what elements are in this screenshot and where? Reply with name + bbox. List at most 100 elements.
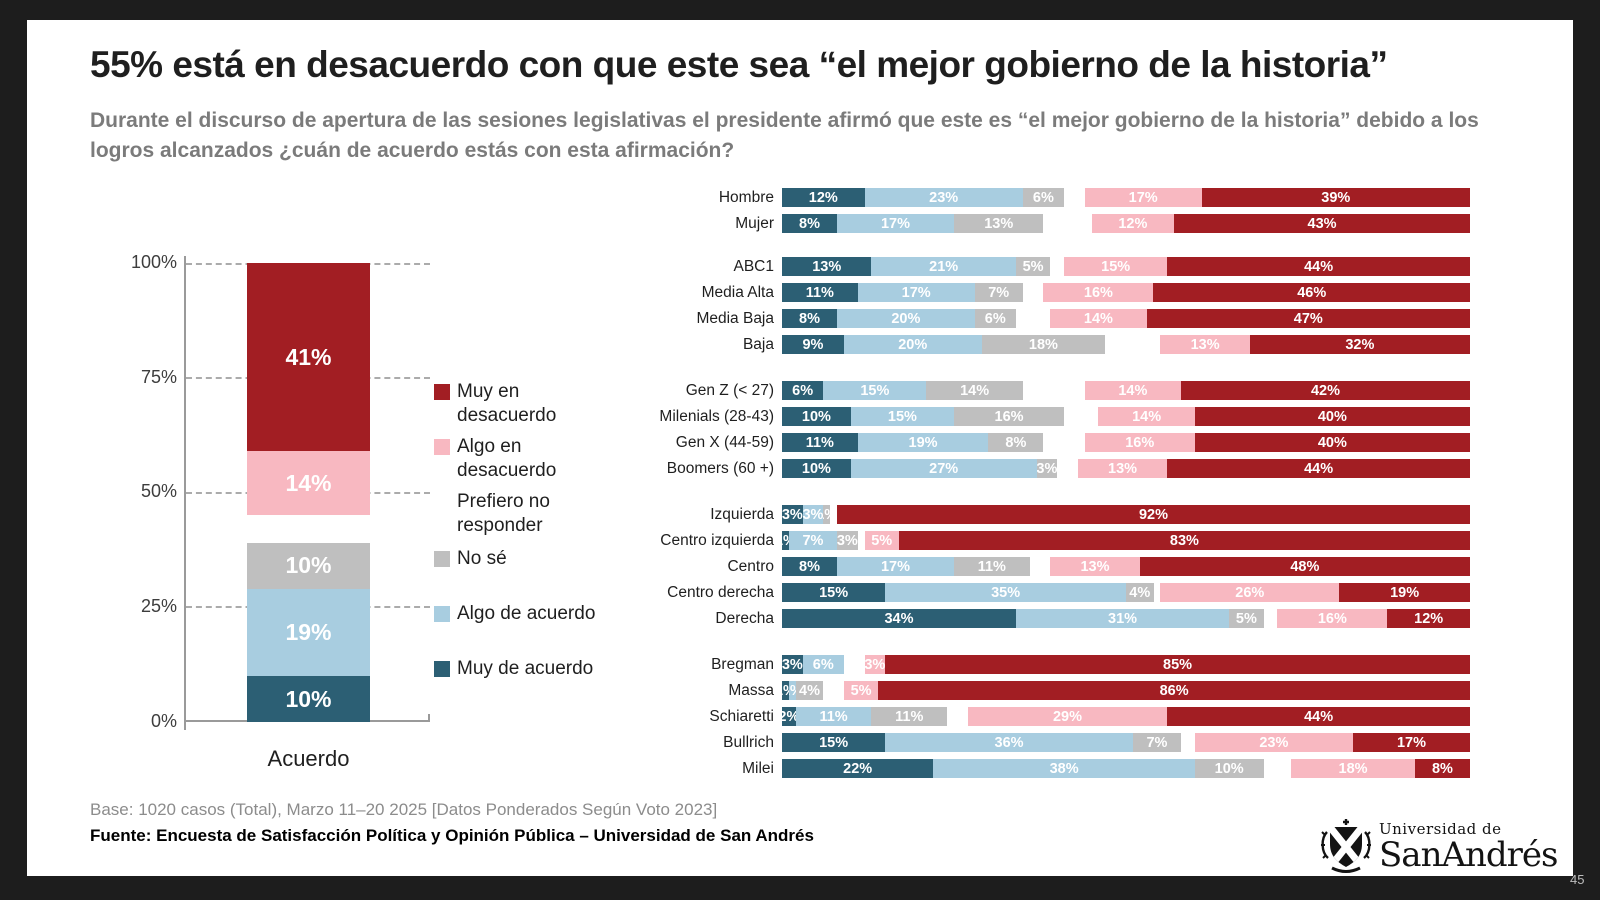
segment-algo-de-acuerdo: 20% <box>843 335 982 354</box>
segment-muy-en-desacuerdo: 32% <box>1249 335 1470 354</box>
segment-value: 11% <box>819 708 848 725</box>
row-hombre: Hombre 12% 23% 6% 17% 39% <box>627 188 1478 207</box>
segment-prefiero-no-responder <box>1064 188 1085 207</box>
university-logo-text: Universidad de SanAndrés <box>1379 820 1558 872</box>
segment-value: 12% <box>1118 215 1148 232</box>
segment-value: 11% <box>977 558 1006 575</box>
group-generacion: Gen Z (< 27) 6% 15% 14% 14% 42% Milenials (28-… <box>627 381 1478 478</box>
segment-muy-en-desacuerdo: 44% <box>1167 459 1470 478</box>
segment-value: 7% <box>988 284 1010 301</box>
ytick-100: 100% <box>130 252 177 272</box>
legend-item-algo-de-acuerdo: Algo de acuerdo <box>434 602 595 626</box>
segment-value: 85% <box>1163 656 1193 673</box>
row-boomers-60: Boomers (60 +) 10% 27% 3% 13% 44% <box>627 459 1478 478</box>
row-media-alta: Media Alta 11% 17% 7% 16% 46% <box>627 283 1478 302</box>
segment-value: 44% <box>1304 258 1334 275</box>
segment-value: 16% <box>1125 434 1155 451</box>
row-label: Media Alta <box>701 283 774 301</box>
segment-value: 17% <box>1128 189 1158 206</box>
segment-prefiero-no-responder <box>947 707 968 726</box>
legend-label: Prefiero no responder <box>457 491 550 536</box>
segment-value: 92% <box>1138 506 1168 523</box>
segment-muy-en-desacuerdo: 12% <box>1387 609 1470 628</box>
row-bar: 34% 31% 5% 16% 12% <box>782 609 1470 628</box>
segment-value: 14% <box>1132 408 1162 425</box>
segment-value: 38% <box>1049 760 1079 777</box>
segment-algo-en-desacuerdo: 23% <box>1194 733 1353 752</box>
segment-prefiero-no-responder <box>1029 557 1051 576</box>
segment-value: 6% <box>792 382 814 399</box>
segment-value: 1% <box>789 683 796 699</box>
segment-value: 10% <box>1214 760 1244 777</box>
segment-no-se: 7% <box>974 283 1023 302</box>
segment-prefiero-no-responder <box>1153 583 1161 602</box>
row-bar: 13% 21% 5% 15% 44% <box>782 257 1470 276</box>
row-label: Milenials (28-43) <box>659 407 774 425</box>
logo-line1: Universidad de <box>1379 820 1502 838</box>
segment-prefiero-no-responder <box>823 681 844 700</box>
segment-muy-en-desacuerdo: 83% <box>898 531 1470 550</box>
segment-no-se: 6% <box>1022 188 1065 207</box>
legend-label: Muy en desacuerdo <box>457 381 557 426</box>
row-milenials-28-43: Milenials (28-43) 10% 15% 16% 14% 40% <box>627 407 1478 426</box>
row-bar: 10% 27% 3% 13% 44% <box>782 459 1470 478</box>
segment-muy-de-acuerdo: 8% <box>782 309 838 328</box>
segment-value: 17% <box>880 215 911 232</box>
segment-no-se: 13% <box>953 214 1044 233</box>
segment-muy-en-desacuerdo: 47% <box>1146 309 1470 328</box>
segment-value: 3% <box>864 656 886 673</box>
row-label: Milei <box>742 759 774 777</box>
segment-value: 11% <box>805 284 834 301</box>
segment-value: 3% <box>782 656 803 673</box>
group-nivel-socioeconomico: ABC1 13% 21% 5% 15% 44% Media Alta 11% 17% 7% 16% 4… <box>627 257 1478 354</box>
segment-algo-de-acuerdo: 20% <box>837 309 975 328</box>
segment-algo-de-acuerdo: 38% <box>933 759 1195 778</box>
segment-prefiero-no-responder <box>1022 283 1044 302</box>
slide: 55% está en desacuerdo con que este sea … <box>27 20 1573 876</box>
legend-label: Muy de acuerdo <box>457 658 594 679</box>
row-centro: Centro 8% 17% 11% 13% 48% <box>627 557 1478 576</box>
segment-value: 9% <box>802 336 824 353</box>
segment-value: 17% <box>901 284 931 301</box>
segment-value: 13% <box>1080 558 1110 575</box>
segment-muy-de-acuerdo: 11% <box>782 283 858 302</box>
segment-value: 8% <box>799 215 820 232</box>
segment-muy-de-acuerdo: 10% <box>782 459 851 478</box>
legend-swatch-icon <box>434 494 450 510</box>
row-abc1: ABC1 13% 21% 5% 15% 44% <box>627 257 1478 276</box>
segment-value: 15% <box>819 734 849 751</box>
source-note: Fuente: Encuesta de Satisfacción Polític… <box>90 826 814 845</box>
row-milei: Milei 22% 38% 10% 18% 8% <box>627 759 1478 778</box>
segment-muy-de-acuerdo: 34% <box>782 609 1016 628</box>
segment-value: 3% <box>1036 460 1058 477</box>
segment-value: 14% <box>960 382 990 399</box>
row-bar: 15% 35% 4% 26% 19% <box>782 583 1470 602</box>
segment-muy-de-acuerdo: 3% <box>782 655 803 674</box>
row-bar: 2% 11% 11% 29% 44% <box>782 707 1470 726</box>
row-bregman: Bregman 3% 6% 3% 85% <box>627 655 1478 674</box>
segment-prefiero-no-responder <box>1015 309 1051 328</box>
segment-value: 3% <box>802 506 824 523</box>
segment-value: 6% <box>1032 189 1054 206</box>
segment-algo-en-desacuerdo: 13% <box>1160 335 1250 354</box>
total-stacked-bar: 41% 14% 10% 19% 10% <box>247 263 370 722</box>
row-bar: 10% 15% 16% 14% 40% <box>782 407 1470 426</box>
row-bar: 22% 38% 10% 18% 8% <box>782 759 1470 778</box>
legend-label: No sé <box>457 548 507 569</box>
segment-prefiero-no-responder <box>1057 459 1078 478</box>
segment-value: 4% <box>799 682 820 699</box>
segment-prefiero-no-responder <box>1263 759 1292 778</box>
segment-algo-en-desacuerdo: 13% <box>1077 459 1168 478</box>
segment-value: 46% <box>1297 284 1327 301</box>
ytick-25: 25% <box>140 596 177 616</box>
row-label: Izquierda <box>710 505 774 523</box>
segment-no-se: 3% <box>837 531 858 550</box>
segment-value: 34% <box>884 610 914 627</box>
segment-value: 29% <box>1052 708 1082 725</box>
segment-muy-de-acuerdo: 22% <box>782 759 934 778</box>
row-bar: 9% 20% 18% 13% 32% <box>782 335 1470 354</box>
row-label: Derecha <box>715 609 774 627</box>
segment-value: 32% <box>1345 336 1375 353</box>
segment-muy-en-desacuerdo: 86% <box>878 681 1470 700</box>
